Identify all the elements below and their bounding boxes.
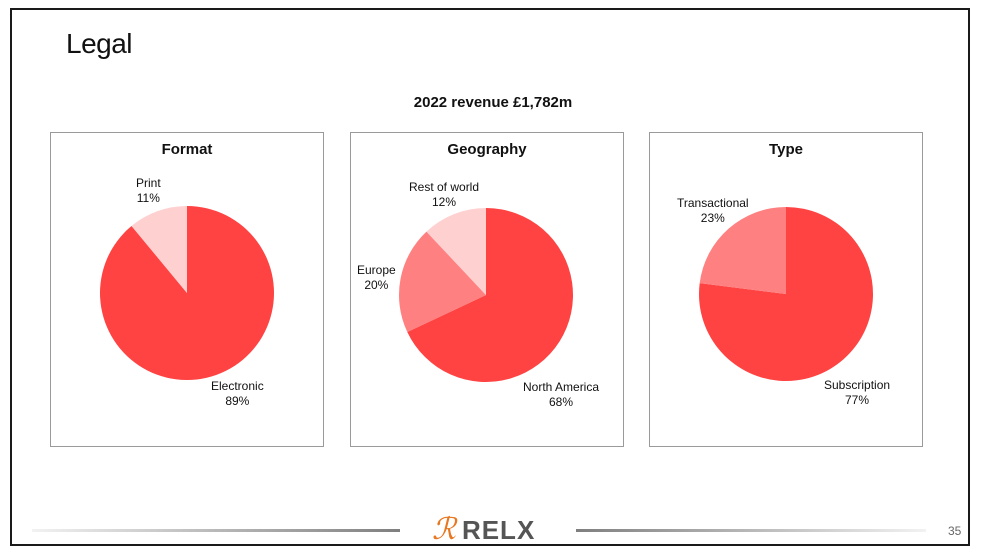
slice-name: Electronic [211,379,264,393]
format-pie-chart [99,206,274,380]
chart-subtitle: 2022 revenue £1,782m [413,94,573,111]
slice-value: 23% [700,211,725,225]
slice-value: 77% [845,393,870,407]
slice-value: 20% [364,278,389,292]
slice-name: Transactional [677,196,749,210]
chart-title: Format [161,141,213,158]
pie-slice-north-america [407,208,573,382]
chart-title: Type [769,141,803,158]
footer-divider-left [32,529,400,532]
geography-pie-chart [399,208,573,382]
slice-name: Subscription [824,378,891,392]
page-number: 35 [948,524,962,538]
slice-label-electronic: Electronic 89% [211,379,264,409]
type-chart-panel: Type Subscription 77% Transactional 23% [649,132,923,447]
slice-label-north-america: North America 68% [523,380,599,410]
chart-title: Geography [447,141,527,158]
format-chart-panel: Format Electronic 89% Print 11% [50,132,324,447]
pie-slice-rest-of-world [426,208,486,295]
slide-title: Legal [66,28,133,59]
relx-logo-text: RELX [461,514,536,545]
geography-chart-panel: Geography North America 68% Europe 20% R… [350,132,624,447]
slice-name: North America [523,380,600,394]
slice-label-rest-of-world: Rest of world 12% [409,180,479,210]
slice-label-europe: Europe 20% [357,263,396,293]
slice-label-subscription: Subscription 77% [824,378,890,408]
type-pie-chart [699,207,873,381]
slice-name: Rest of world [409,180,480,194]
slice-label-print: Print 11% [136,176,161,206]
slice-label-transactional: Transactional 23% [677,196,749,226]
relx-logo: ℛ RELX [432,514,535,546]
slide-frame [10,8,970,546]
slice-value: 68% [549,395,574,409]
pie-slice-transactional [699,207,786,294]
relx-logo-mark-icon: ℛ [432,512,456,547]
slice-value: 11% [136,191,160,205]
slice-value: 12% [432,195,457,209]
slice-name: Print [136,176,161,190]
pie-slice-print [131,206,187,293]
pie-slice-europe [399,231,486,333]
slice-value: 89% [225,394,250,408]
slice-name: Europe [357,263,396,277]
footer-divider-right [576,529,926,532]
